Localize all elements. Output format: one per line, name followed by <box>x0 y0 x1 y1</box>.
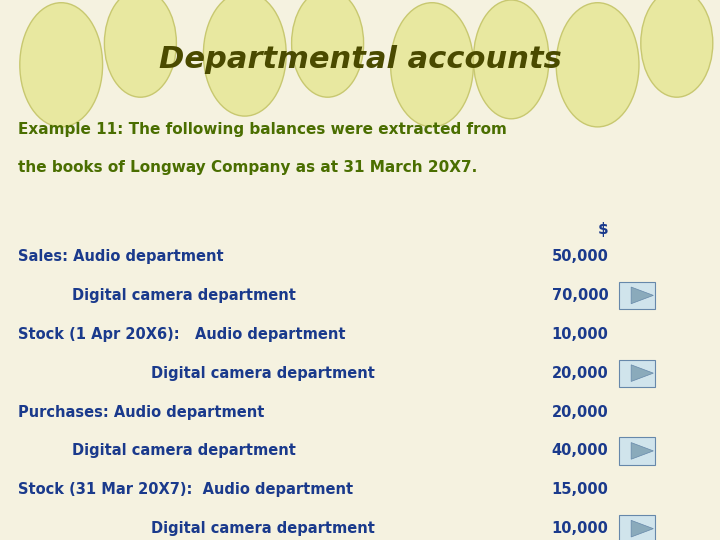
Text: the books of Longway Company as at 31 March 20X7.: the books of Longway Company as at 31 Ma… <box>18 160 477 175</box>
Text: Example 11: The following balances were extracted from: Example 11: The following balances were … <box>18 122 507 137</box>
Text: 50,000: 50,000 <box>552 249 608 264</box>
Ellipse shape <box>20 3 102 127</box>
FancyBboxPatch shape <box>619 360 655 387</box>
Text: Digital camera department: Digital camera department <box>151 521 375 536</box>
Ellipse shape <box>557 3 639 127</box>
Ellipse shape <box>104 0 176 97</box>
Text: Sales: Audio department: Sales: Audio department <box>18 249 224 264</box>
Text: Digital camera department: Digital camera department <box>72 288 296 303</box>
Ellipse shape <box>641 0 713 97</box>
Polygon shape <box>631 521 653 537</box>
Polygon shape <box>631 443 653 459</box>
Ellipse shape <box>474 0 549 119</box>
Text: Digital camera department: Digital camera department <box>151 366 375 381</box>
Text: $: $ <box>598 222 608 237</box>
Text: Stock (31 Mar 20X7):  Audio department: Stock (31 Mar 20X7): Audio department <box>18 482 353 497</box>
Text: Digital camera department: Digital camera department <box>72 443 296 458</box>
Text: 15,000: 15,000 <box>552 482 608 497</box>
Ellipse shape <box>292 0 364 97</box>
Text: 10,000: 10,000 <box>552 327 608 342</box>
FancyBboxPatch shape <box>619 515 655 540</box>
Ellipse shape <box>391 3 474 127</box>
Ellipse shape <box>203 0 287 116</box>
Text: 20,000: 20,000 <box>552 366 608 381</box>
Text: Purchases: Audio department: Purchases: Audio department <box>18 404 264 420</box>
Text: Departmental accounts: Departmental accounts <box>158 45 562 74</box>
Polygon shape <box>631 365 653 381</box>
Text: 40,000: 40,000 <box>552 443 608 458</box>
FancyBboxPatch shape <box>619 437 655 464</box>
Text: Stock (1 Apr 20X6):   Audio department: Stock (1 Apr 20X6): Audio department <box>18 327 346 342</box>
Text: 10,000: 10,000 <box>552 521 608 536</box>
Text: 20,000: 20,000 <box>552 404 608 420</box>
Text: 70,000: 70,000 <box>552 288 608 303</box>
Polygon shape <box>631 287 653 303</box>
FancyBboxPatch shape <box>619 282 655 309</box>
